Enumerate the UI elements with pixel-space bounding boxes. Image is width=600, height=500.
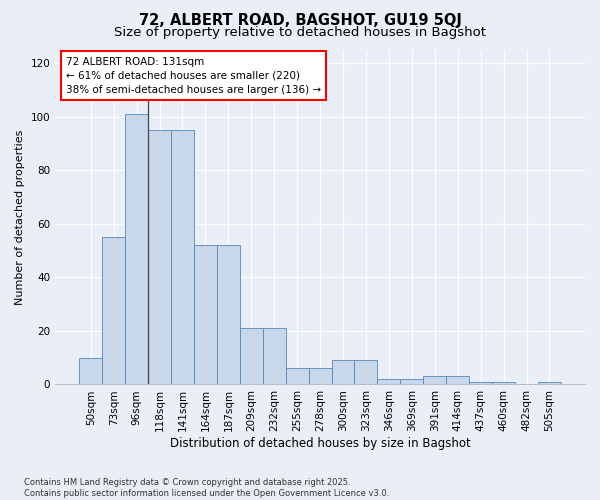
Bar bbox=[194, 246, 217, 384]
Bar bbox=[355, 360, 377, 384]
Text: 72, ALBERT ROAD, BAGSHOT, GU19 5QJ: 72, ALBERT ROAD, BAGSHOT, GU19 5QJ bbox=[139, 12, 461, 28]
Bar bbox=[469, 382, 492, 384]
Bar bbox=[400, 379, 423, 384]
Bar bbox=[125, 114, 148, 384]
Bar bbox=[79, 358, 102, 384]
Bar bbox=[286, 368, 308, 384]
Bar bbox=[263, 328, 286, 384]
Bar bbox=[538, 382, 561, 384]
Bar bbox=[148, 130, 171, 384]
Bar bbox=[171, 130, 194, 384]
Bar bbox=[377, 379, 400, 384]
Y-axis label: Number of detached properties: Number of detached properties bbox=[15, 130, 25, 305]
Text: Contains HM Land Registry data © Crown copyright and database right 2025.
Contai: Contains HM Land Registry data © Crown c… bbox=[24, 478, 389, 498]
Bar bbox=[240, 328, 263, 384]
Text: Size of property relative to detached houses in Bagshot: Size of property relative to detached ho… bbox=[114, 26, 486, 39]
X-axis label: Distribution of detached houses by size in Bagshot: Distribution of detached houses by size … bbox=[170, 437, 470, 450]
Bar bbox=[446, 376, 469, 384]
Bar bbox=[492, 382, 515, 384]
Bar bbox=[332, 360, 355, 384]
Bar bbox=[217, 246, 240, 384]
Bar bbox=[308, 368, 332, 384]
Text: 72 ALBERT ROAD: 131sqm
← 61% of detached houses are smaller (220)
38% of semi-de: 72 ALBERT ROAD: 131sqm ← 61% of detached… bbox=[66, 56, 321, 94]
Bar bbox=[102, 238, 125, 384]
Bar bbox=[423, 376, 446, 384]
